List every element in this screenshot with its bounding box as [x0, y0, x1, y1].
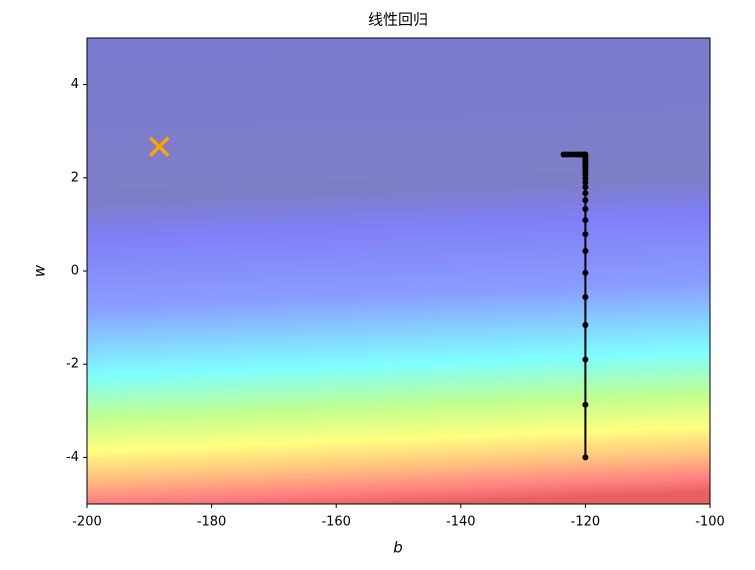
descent-point	[582, 294, 589, 301]
y-axis-label: w	[31, 264, 49, 277]
descent-point	[582, 197, 589, 204]
x-tick-label: -120	[571, 515, 601, 530]
descent-point	[582, 356, 589, 363]
descent-point	[582, 184, 589, 191]
descent-point	[582, 206, 589, 213]
descent-point	[582, 247, 589, 254]
y-tick-label: -2	[66, 357, 79, 372]
x-tick-label: -200	[72, 515, 102, 530]
x-tick-label: -160	[321, 515, 351, 530]
descent-point	[582, 179, 589, 186]
y-tick-label: 4	[71, 77, 79, 92]
descent-point	[582, 454, 589, 461]
y-tick-label: 0	[71, 264, 79, 279]
descent-point	[582, 217, 589, 224]
chart-title: 线性回归	[368, 11, 428, 29]
y-tick-label: 2	[71, 170, 79, 185]
x-tick-label: -100	[695, 515, 725, 530]
contour-fill	[87, 38, 710, 504]
descent-point	[582, 269, 589, 276]
descent-point	[582, 322, 589, 329]
y-tick-label: -4	[66, 450, 79, 465]
x-axis-label: b	[393, 539, 403, 557]
target-marker	[149, 136, 170, 157]
descent-point	[582, 401, 589, 408]
descent-point	[582, 190, 589, 197]
x-tick-label: -180	[197, 515, 227, 530]
descent-point	[560, 151, 567, 158]
descent-point	[582, 231, 589, 238]
x-tick-label: -140	[446, 515, 476, 530]
